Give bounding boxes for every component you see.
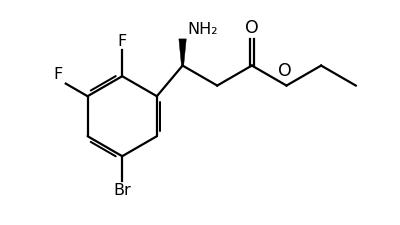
Text: Br: Br (113, 183, 131, 198)
Polygon shape (179, 39, 186, 65)
Text: F: F (118, 34, 127, 49)
Text: NH₂: NH₂ (187, 22, 218, 37)
Text: O: O (245, 19, 259, 37)
Text: O: O (278, 62, 292, 80)
Text: F: F (54, 67, 63, 82)
